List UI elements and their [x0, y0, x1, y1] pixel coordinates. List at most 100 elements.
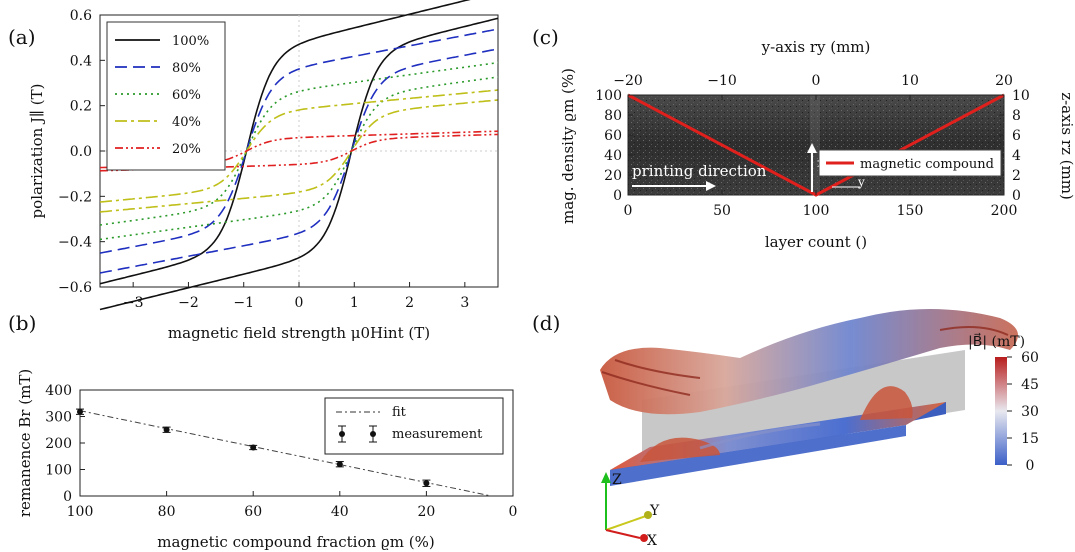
chart-a-xtick-label: −1	[233, 295, 254, 311]
chart-a-legend-box	[106, 21, 226, 171]
chart-b-point-3	[335, 461, 344, 468]
chart-c-top-xtick-label: 0	[812, 73, 821, 89]
chart-b-point-4	[422, 479, 431, 487]
chart-a-ytick-label: −0.4	[58, 235, 92, 251]
chart-a-series-3-upper	[99, 89, 499, 203]
y-axis-label: y	[857, 175, 865, 189]
chart-a-legend-label-2: 60%	[172, 88, 201, 103]
chart-a-legend-label-1: 80%	[172, 61, 201, 76]
triad-y-axis	[605, 515, 647, 531]
chart-a-xtick-label: 2	[405, 295, 414, 311]
colorbar-tick-label: 0	[1026, 458, 1035, 474]
triad-z-label: Z	[612, 472, 622, 488]
chart-a-xtick-label: −2	[178, 295, 199, 311]
colorbar-tick-label: 60	[1021, 350, 1039, 366]
top-field-arrows	[600, 309, 1018, 415]
printing-direction-arrowhead	[706, 181, 716, 191]
panel-label-a: (a)	[8, 25, 36, 49]
chart-c-legend-label: magnetic compound	[860, 157, 994, 172]
chart-c-photo-texture	[628, 95, 1004, 195]
chart-c-ylabel: mag. density ϱm (%)	[559, 68, 577, 224]
chart-c-ytick-label: 20	[604, 168, 622, 184]
chart-b-legend-measurement: measurement	[392, 427, 483, 442]
chart-b-ytick-label: 300	[45, 410, 72, 426]
chart-c-right-ytick-label: 0	[1012, 188, 1021, 204]
field-visualization: 0 15 30 45 60 |B⃗| (mT) Z Y X	[600, 309, 1039, 549]
triad-y-head	[644, 511, 652, 519]
chart-c-top-xlabel: y-axis ry (mm)	[761, 38, 871, 56]
chart-c-right-ylabel: z-axis rz (mm)	[1058, 92, 1075, 200]
chart-a-series-0-lower	[99, 17, 499, 311]
colorbar-tick-label: 15	[1021, 431, 1039, 447]
chart-c-xtick-label: 0	[624, 203, 633, 219]
chart-b-legend-box	[324, 397, 504, 455]
chart-c-right-ytick-label: 2	[1012, 168, 1021, 184]
chart-c-ytick-label: 80	[604, 108, 622, 124]
chart-a-legend-label-0: 100%	[172, 34, 209, 49]
panel-label-b: (b)	[8, 311, 36, 335]
chart-a-series-2-upper	[99, 61, 499, 226]
chart-a-series-0-upper	[99, 0, 471, 285]
chart-b-ytick-label: 200	[45, 436, 72, 452]
panel-label-c: (c)	[532, 25, 559, 49]
chart-c-top-xtick-label: 20	[995, 73, 1013, 89]
base-plate-front	[610, 425, 906, 486]
triad-x-axis	[605, 529, 641, 539]
chart-a-ytick-label: 0.4	[70, 53, 92, 69]
chart-a-xtick-label: 0	[295, 295, 304, 311]
chart-c-right-ytick-label: 10	[1012, 88, 1030, 104]
bottom-field-arrows	[640, 386, 913, 462]
printing-direction-label: printing direction	[632, 162, 767, 180]
chart-b-legend-marker	[338, 425, 377, 443]
chart-c-right-ytick-label: 6	[1012, 128, 1021, 144]
chart-c-xtick-label: 150	[897, 203, 924, 219]
center-plane	[642, 350, 965, 462]
chart-a-ytick-label: −0.2	[58, 189, 92, 205]
chart-b-xtick-label: 100	[67, 504, 94, 520]
chart-b-xtick-label: 40	[331, 504, 349, 520]
chart-a-legend-label-3: 40%	[172, 115, 201, 130]
chart-a: −3 −2 −1 0 1 2 3 −0.6 −0.4 −0.2 0.0 0.2 0.4 0.6 magn…	[28, 0, 499, 342]
chart-a-xtick-label: −3	[123, 295, 144, 311]
chart-a-series-2-lower	[99, 76, 499, 241]
chart-a-series-3-lower	[99, 99, 499, 213]
chart-c-photo-seam	[810, 95, 820, 195]
chart-b-xtick-label: 0	[509, 504, 518, 520]
chart-c-ytick-label: 100	[595, 88, 622, 104]
chart-c-ytick-label: 60	[604, 128, 622, 144]
chart-a-xtick-label: 1	[350, 295, 359, 311]
chart-c-top-xtick-label: −10	[707, 73, 737, 89]
chart-a-xtick-label: 3	[460, 295, 469, 311]
chart-b-xtick-label: 20	[417, 504, 435, 520]
chart-c-xtick-label: 50	[713, 203, 731, 219]
colorbar	[995, 357, 1007, 465]
chart-b-xtick-label: 60	[244, 504, 262, 520]
chart-a-series-1-upper	[99, 28, 499, 254]
chart-a-legend: 100% 80% 60% 40% 20%	[106, 21, 226, 171]
chart-b-ytick-label: 0	[63, 489, 72, 505]
chart-b-legend: fit measurement	[324, 397, 504, 455]
triad-x-head	[640, 534, 648, 542]
chart-c-ytick-label: 0	[613, 188, 622, 204]
chart-c-right-ytick-label: 4	[1012, 148, 1021, 164]
triad-y-label: Y	[649, 503, 660, 519]
colorbar-tick-label: 30	[1021, 404, 1039, 420]
z-axis-arrowhead	[807, 143, 817, 153]
colorbar-label: |B⃗| (mT)	[968, 332, 1025, 350]
chart-a-xlabel: magnetic field strength μ0Hint (T)	[168, 324, 430, 342]
colorbar-tick-label: 45	[1021, 377, 1039, 393]
chart-c-top-xtick-label: −20	[613, 73, 643, 89]
chart-b-xlabel: magnetic compound fraction ϱm (%)	[157, 533, 434, 551]
triad-z-arrowhead	[601, 472, 611, 483]
panel-label-d: (d)	[532, 311, 560, 335]
chart-b-xtick-label: 80	[158, 504, 176, 520]
chart-b-ylabel: remanence Br (mT)	[16, 369, 34, 517]
chart-c-ytick-label: 40	[604, 148, 622, 164]
chart-a-ytick-label: −0.6	[58, 280, 92, 296]
chart-b-point-2	[249, 444, 258, 451]
chart-c-top-xtick-label: 10	[901, 73, 919, 89]
chart-a-ytick-label: 0.2	[70, 99, 92, 115]
